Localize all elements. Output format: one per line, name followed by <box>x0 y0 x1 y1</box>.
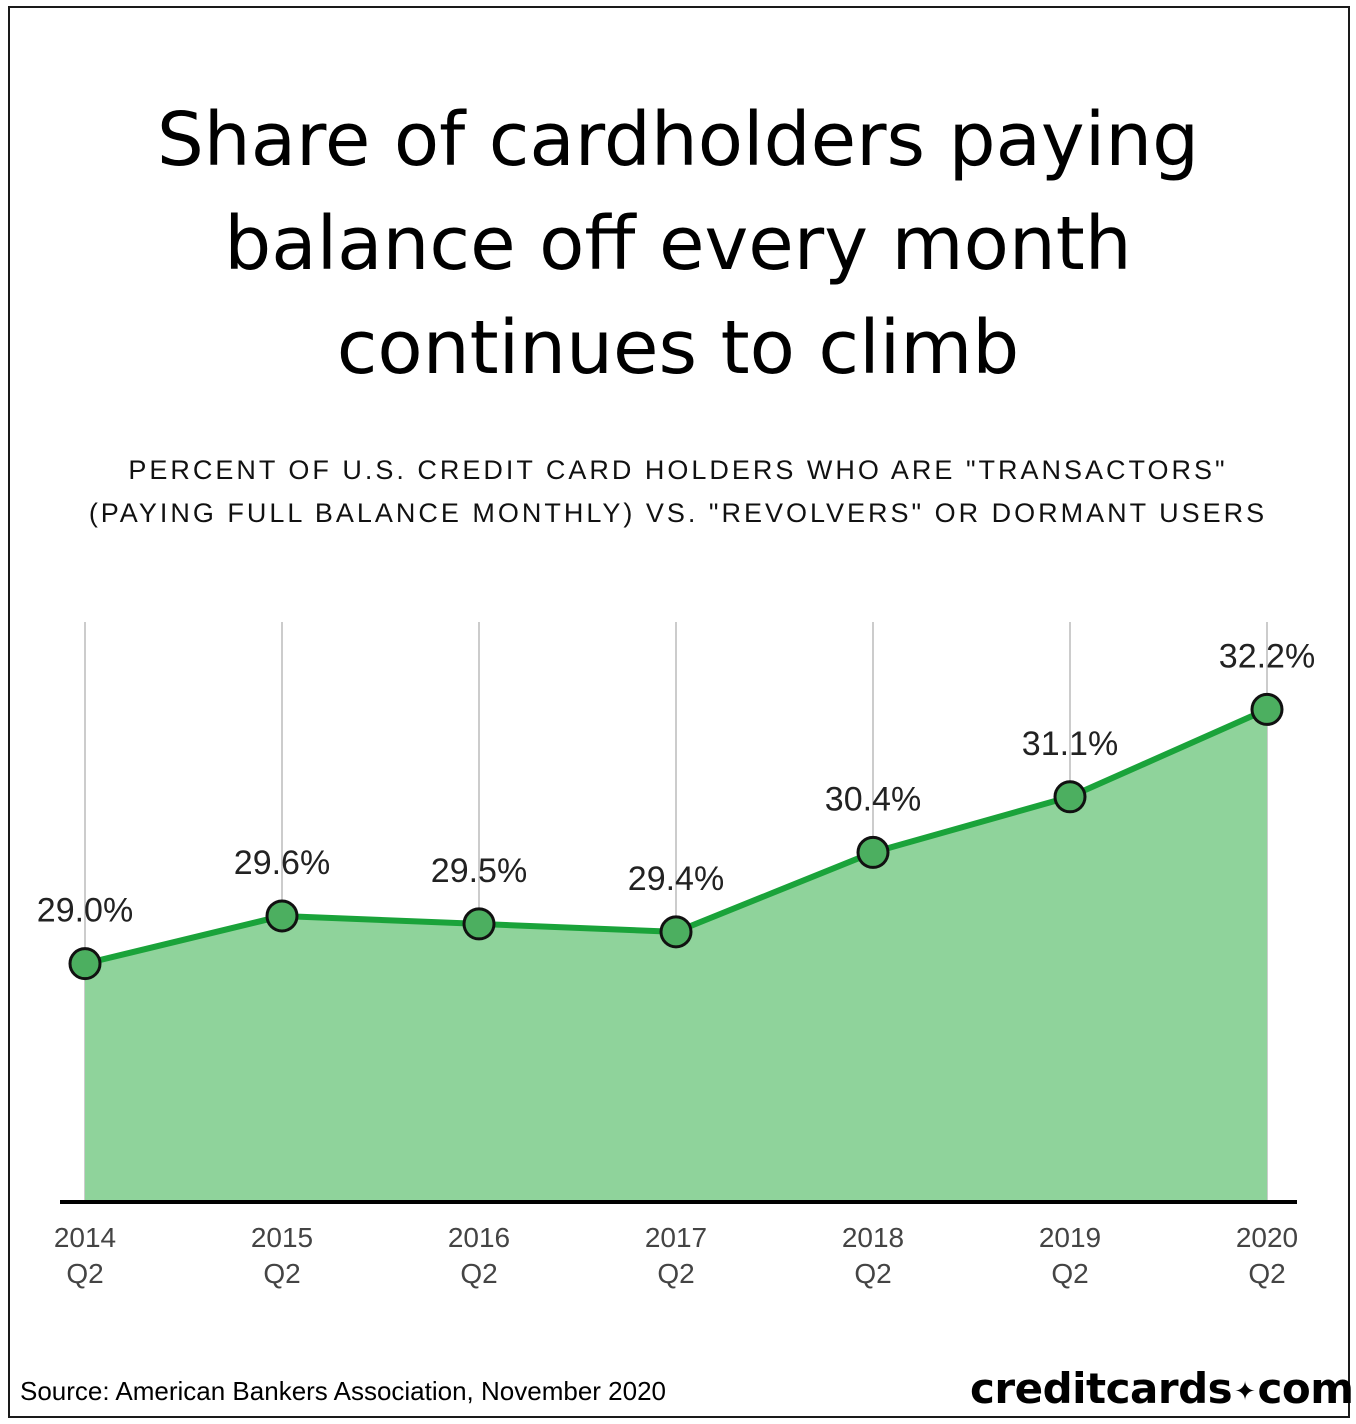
sparkle-icon: ✦ <box>1234 1376 1256 1407</box>
chart-subtitle: PERCENT OF U.S. CREDIT CARD HOLDERS WHO … <box>0 449 1356 535</box>
area-fill <box>85 709 1267 1202</box>
data-point <box>1053 780 1087 814</box>
brand-text-left: creditcards <box>970 1364 1233 1413</box>
title-line-1: Share of cardholders paying <box>156 97 1200 183</box>
subtitle-line-1: PERCENT OF U.S. CREDIT CARD HOLDERS WHO … <box>128 455 1228 485</box>
x-tick-label-year: 2018 <box>842 1222 904 1253</box>
x-tick-label-quarter: Q2 <box>1051 1258 1088 1289</box>
chart-title: Share of cardholders paying balance off … <box>0 88 1356 400</box>
x-tick-label-quarter: Q2 <box>657 1258 694 1289</box>
data-label: 29.4% <box>628 860 724 898</box>
data-point <box>265 899 299 933</box>
brand-logo: creditcards✦com <box>970 1364 1354 1413</box>
area-fill-group <box>85 709 1267 1202</box>
x-tick-label-quarter: Q2 <box>1248 1258 1285 1289</box>
data-label: 30.4% <box>825 780 921 818</box>
x-tick-label-year: 2020 <box>1236 1222 1298 1253</box>
title-line-2: balance off every month <box>224 201 1132 287</box>
x-tick-label-year: 2017 <box>645 1222 707 1253</box>
x-tick-label-quarter: Q2 <box>263 1258 300 1289</box>
data-labels: 29.0% 29.6% 29.5% 29.4% 30.4% 31.1% 32.2% <box>37 637 1315 929</box>
x-tick-labels: 2014 Q2 2015 Q2 2016 Q2 2017 Q2 2018 Q2 2019 Q2 2020… <box>54 1222 1298 1289</box>
data-label: 31.1% <box>1022 725 1118 763</box>
subtitle-line-2: (PAYING FULL BALANCE MONTHLY) VS. "REVOL… <box>88 498 1268 528</box>
data-point <box>462 907 496 941</box>
x-tick-label-quarter: Q2 <box>854 1258 891 1289</box>
data-label: 32.2% <box>1219 637 1315 675</box>
data-point <box>659 915 693 949</box>
data-label: 29.6% <box>234 844 330 882</box>
source-note: Source: American Bankers Association, No… <box>20 1376 667 1406</box>
data-label: 29.0% <box>37 892 133 930</box>
data-markers <box>68 692 1284 981</box>
x-tick-label-year: 2019 <box>1039 1222 1101 1253</box>
data-point <box>856 835 890 869</box>
x-tick-label-quarter: Q2 <box>460 1258 497 1289</box>
data-label: 29.5% <box>431 852 527 890</box>
x-tick-label-year: 2015 <box>251 1222 313 1253</box>
data-point <box>68 947 102 981</box>
title-line-3: continues to climb <box>336 305 1020 391</box>
x-tick-label-year: 2016 <box>448 1222 510 1253</box>
x-tick-label-quarter: Q2 <box>66 1258 103 1289</box>
data-point <box>1250 692 1284 726</box>
brand-text-right: com <box>1257 1364 1354 1413</box>
x-tick-label-year: 2014 <box>54 1222 116 1253</box>
